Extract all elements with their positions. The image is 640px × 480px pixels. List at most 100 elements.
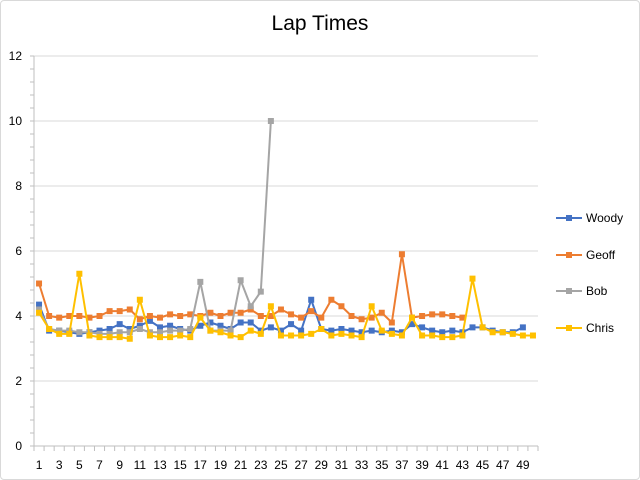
data-point-chris	[509, 330, 516, 337]
data-point-geoff	[398, 251, 405, 258]
data-point-woody	[136, 322, 143, 329]
data-point-chris	[388, 330, 395, 337]
x-tick-label: 15	[173, 458, 187, 472]
data-point-chris	[36, 309, 43, 316]
data-point-woody	[288, 321, 295, 328]
data-point-geoff	[368, 314, 375, 321]
data-point-woody	[116, 321, 123, 328]
data-point-bob	[227, 327, 234, 334]
data-point-geoff	[146, 313, 153, 319]
data-point-woody	[36, 301, 43, 308]
data-point-chris	[197, 314, 204, 321]
data-point-chris	[56, 330, 63, 337]
data-point-chris	[106, 334, 113, 341]
data-point-chris	[177, 332, 184, 339]
data-point-geoff	[106, 308, 113, 315]
data-point-geoff	[388, 319, 395, 326]
data-point-bob	[106, 330, 113, 337]
data-point-bob	[76, 329, 83, 336]
x-tick-label: 19	[214, 458, 228, 472]
x-tick-label: 33	[355, 458, 369, 472]
data-point-woody	[308, 296, 315, 303]
x-tick-label: 35	[375, 458, 389, 472]
x-tick-label: 11	[134, 458, 147, 472]
data-point-geoff	[449, 313, 456, 319]
data-point-geoff	[187, 311, 194, 318]
data-point-chris	[46, 326, 53, 332]
data-point-chris	[419, 332, 426, 339]
data-point-woody	[267, 324, 274, 331]
data-point-woody	[96, 327, 103, 334]
data-point-chris	[217, 329, 224, 336]
x-tick-label: 9	[116, 458, 123, 472]
data-point-geoff	[419, 313, 426, 319]
data-point-bob	[136, 326, 143, 332]
y-tick-label: 2	[15, 374, 22, 388]
data-point-geoff	[378, 309, 385, 316]
data-point-geoff	[96, 313, 103, 319]
legend-item-geoff: Geoff	[554, 247, 636, 284]
data-point-chris	[146, 332, 153, 339]
data-point-chris	[338, 330, 345, 337]
data-point-chris	[288, 332, 295, 339]
data-point-bob	[237, 277, 244, 284]
data-point-woody	[358, 329, 365, 336]
x-tick-label: 47	[496, 458, 510, 472]
data-point-woody	[277, 327, 284, 334]
y-tick-label: 12	[9, 49, 23, 63]
x-tick-label: 25	[274, 458, 288, 472]
data-point-woody	[217, 322, 224, 329]
y-tick-label: 4	[15, 309, 22, 323]
data-point-chris	[86, 332, 93, 339]
data-point-bob	[157, 329, 163, 336]
data-point-geoff	[308, 308, 315, 315]
legend-item-chris: Chris	[554, 320, 636, 357]
data-point-bob	[177, 327, 184, 334]
data-point-woody	[469, 324, 476, 331]
data-point-chris	[449, 334, 456, 341]
data-point-woody	[157, 324, 163, 331]
data-point-geoff	[227, 309, 234, 316]
data-point-woody	[237, 319, 244, 326]
data-point-chris	[358, 334, 365, 341]
data-point-geoff	[56, 314, 63, 321]
legend-swatch-bob	[556, 285, 582, 297]
y-tick-label: 8	[15, 179, 22, 193]
data-point-geoff	[439, 311, 446, 318]
data-point-geoff	[177, 313, 184, 319]
chart-legend: Woody Geoff Bob Chris	[554, 210, 636, 356]
x-tick-label: 43	[456, 458, 470, 472]
data-point-geoff	[46, 313, 53, 319]
data-point-woody	[328, 327, 335, 334]
data-point-chris	[529, 332, 536, 339]
data-point-chris	[267, 303, 274, 310]
legend-item-woody: Woody	[554, 210, 636, 247]
data-point-geoff	[257, 313, 264, 319]
data-point-woody	[167, 322, 174, 329]
x-tick-label: 41	[436, 458, 450, 472]
x-tick-label: 21	[234, 458, 248, 472]
data-point-woody	[449, 327, 456, 334]
x-tick-label: 49	[516, 458, 530, 472]
data-point-chris	[237, 334, 244, 341]
data-point-chris	[489, 329, 496, 336]
data-point-chris	[76, 270, 83, 277]
data-point-chris	[308, 330, 315, 337]
data-point-geoff	[167, 311, 174, 318]
data-point-chris	[227, 332, 234, 339]
data-point-chris	[298, 332, 305, 339]
data-point-woody	[247, 319, 254, 326]
data-point-chris	[348, 332, 355, 339]
data-point-geoff	[288, 311, 295, 318]
data-point-chris	[207, 327, 214, 334]
legend-swatch-geoff	[556, 249, 582, 261]
data-point-bob	[267, 118, 274, 124]
x-tick-label: 23	[254, 458, 268, 472]
x-tick-label: 31	[335, 458, 349, 472]
data-point-geoff	[237, 309, 244, 316]
data-point-woody	[409, 321, 415, 328]
y-tick-label: 6	[15, 244, 22, 258]
data-point-woody	[429, 327, 436, 334]
data-point-chris	[459, 332, 466, 339]
